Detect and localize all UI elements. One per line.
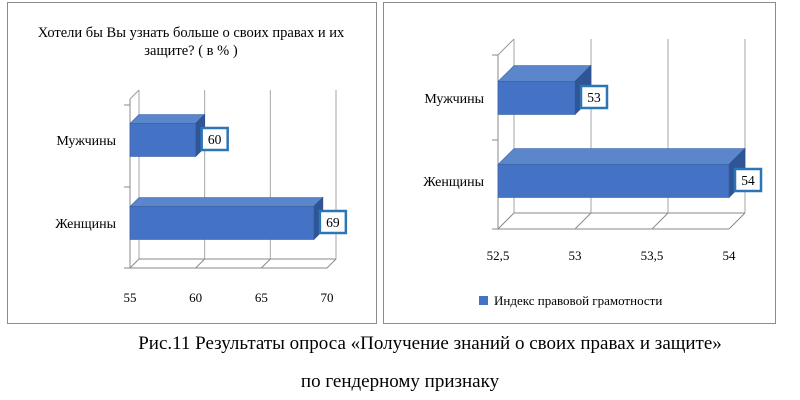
category-label: Женщины: [55, 217, 116, 232]
bar: [129, 123, 196, 157]
x-tick-label: 70: [321, 290, 334, 305]
bar: [129, 206, 315, 240]
data-label: 53: [587, 90, 601, 105]
category-label: Мужчины: [424, 92, 484, 107]
figure-caption: Рис.11 Результаты опроса «Получение знан…: [138, 333, 722, 354]
bar-top-face: [129, 114, 206, 124]
legend-label: Индекс правовой грамотности: [494, 293, 662, 308]
data-label-box: [579, 84, 609, 110]
floor-gridline: [129, 258, 140, 269]
bar-top-face: [129, 197, 324, 207]
floor-gridline: [195, 258, 206, 269]
floor-gridline: [497, 212, 515, 230]
data-label: 54: [741, 173, 755, 188]
floor-gridline: [574, 212, 592, 230]
floor-gridline: [728, 212, 746, 230]
x-tick-label: 60: [189, 290, 202, 305]
data-label: 69: [326, 215, 340, 230]
legend-swatch: [479, 296, 488, 305]
chart-title: Хотели бы Вы узнать больше о своих права…: [37, 25, 345, 59]
chart-panel-right: 52,5 53 53,5 54 Мужчины 53 Женщины 54 Индекс пра…: [383, 2, 776, 324]
x-tick-label: 52,5: [487, 248, 510, 263]
x-tick-label: 55: [124, 290, 137, 305]
floor-gridline: [651, 212, 669, 230]
figure-caption-continued: по гендерному признаку: [300, 371, 500, 392]
bar: [497, 81, 576, 115]
bar-top-face: [497, 148, 746, 165]
floor-gridline: [326, 258, 337, 269]
data-label-box: [200, 126, 229, 152]
x-tick-label: 53: [569, 248, 582, 263]
floor-gridline: [260, 258, 271, 269]
side-wall-top-edge: [497, 38, 515, 56]
x-tick-label: 53,5: [641, 248, 664, 263]
data-label: 60: [208, 132, 222, 147]
side-wall-top-edge: [129, 89, 140, 100]
category-label: Мужчины: [56, 134, 116, 149]
chart-panel-left: Хотели бы Вы узнать больше о своих права…: [7, 2, 377, 324]
data-label-box: [733, 167, 763, 193]
chart-left-plot: 55 60 65 70 Мужчины 60 Женщины 69: [55, 89, 348, 305]
x-tick-label: 54: [723, 248, 737, 263]
x-tick-label: 65: [255, 290, 268, 305]
category-label: Женщины: [423, 175, 484, 190]
bar: [497, 164, 730, 198]
data-label-box: [318, 209, 348, 235]
chart-right-plot: 52,5 53 53,5 54 Мужчины 53 Женщины 54 Индекс пра…: [423, 38, 763, 308]
